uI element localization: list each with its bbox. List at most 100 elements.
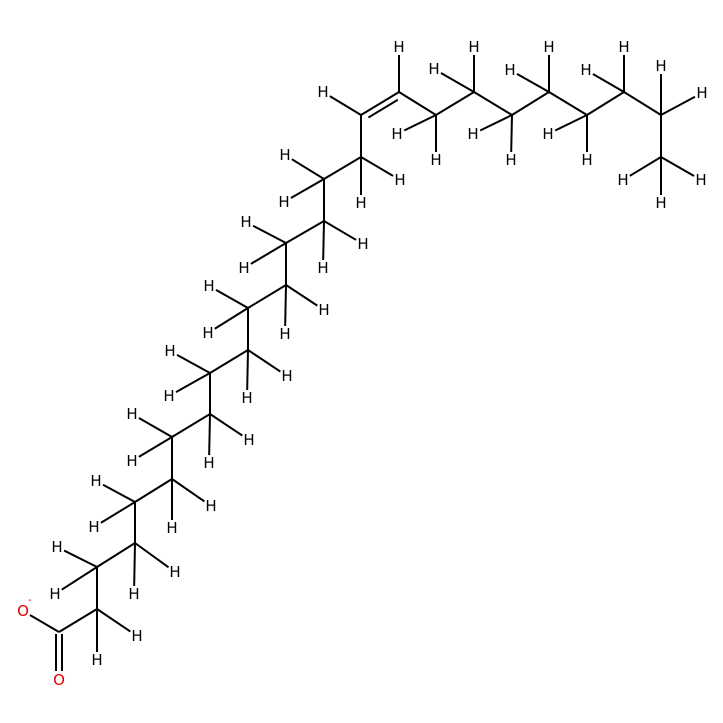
negative-charge-sign: - (28, 595, 32, 606)
ch-bond (209, 413, 243, 437)
ch-bond (102, 483, 136, 503)
ch-bond (322, 220, 325, 261)
ch-bond (250, 242, 287, 265)
hydrogen-atom-label: H (394, 171, 405, 189)
hydrogen-atom-label: H (355, 194, 366, 212)
hydrogen-atom-label: H (580, 61, 591, 79)
ch-bond (138, 436, 173, 458)
ch-bond (592, 73, 625, 93)
hydrogen-atom-label: H (279, 146, 290, 164)
backbone-bond (58, 608, 98, 633)
hydrogen-atom-label: H (126, 405, 137, 423)
hydrogen-atom-label: H (166, 519, 177, 537)
ch-bond (63, 549, 98, 568)
hydrogen-atom-label: H (128, 585, 139, 603)
hydrogen-atom-label: H (655, 194, 666, 212)
ch-bond (403, 114, 437, 132)
ch-bond (510, 114, 513, 153)
hydrogen-atom-label: H (203, 454, 214, 472)
ch-bond (660, 156, 695, 177)
ch-bond (214, 307, 249, 330)
hydrogen-atom-label: H (468, 38, 479, 56)
hydrogen-atom-label: H (695, 171, 706, 189)
ch-bond (629, 156, 662, 177)
ch-bond (247, 349, 281, 373)
hydrogen-atom-label: H (543, 38, 554, 56)
bond-layer (29, 55, 696, 671)
hydrogen-atom-label: H (90, 472, 101, 490)
double-bond-inner-line (367, 98, 399, 119)
ch-bond (208, 413, 211, 456)
hydrogen-atom-label: H (428, 60, 439, 78)
ch-bond (175, 372, 211, 393)
hydrogen-atom-label: H (467, 125, 478, 143)
oxygen-anion-label: O (17, 602, 29, 620)
hydrogen-atom-label: H (696, 84, 707, 102)
backbone-bond (171, 413, 211, 438)
ch-bond (440, 72, 475, 93)
backbone-bond (96, 542, 136, 568)
backbone-bond (323, 156, 362, 180)
ch-bond (176, 353, 211, 374)
ch-bond (100, 501, 136, 524)
ch-bond (479, 114, 513, 132)
carbonyl-oxygen-label: O (53, 671, 65, 689)
hydrogen-atom-label: H (131, 627, 142, 645)
backbone-bond (548, 91, 588, 116)
hydrogen-atom-label: H (542, 125, 553, 143)
ch-bond (323, 220, 357, 241)
hydrogen-atom-label: H (357, 235, 368, 253)
hydrogen-atom-label: H (51, 538, 62, 556)
backbone-bond (435, 91, 475, 116)
hydrogen-atom-label: H (163, 387, 174, 405)
ch-bond (134, 542, 170, 569)
hydrogen-atom-label: H (49, 585, 60, 603)
ch-bond (61, 566, 98, 591)
backbone-bond (360, 91, 400, 116)
backbone-bond (247, 284, 287, 309)
hydrogen-atom-label: H (202, 324, 213, 342)
ch-bond (284, 284, 287, 327)
backbone-bond (398, 91, 437, 116)
ch-bond (96, 608, 131, 633)
hydrogen-atom-label: H (203, 277, 214, 295)
hydrogen-atom-label: H (164, 342, 175, 360)
backbone-bond (623, 91, 662, 116)
ch-bond (329, 95, 362, 116)
ch-bond (360, 156, 394, 177)
ch-bond (138, 417, 173, 438)
backbone-bond (209, 349, 249, 374)
hydrogen-atom-label: H (278, 193, 289, 211)
ch-bond (554, 114, 588, 132)
carboxylate-single-bond (29, 614, 60, 633)
ch-bond (660, 95, 696, 116)
backbone-bond (473, 91, 513, 116)
hydrogen-atom-label: H (126, 452, 137, 470)
hydrogen-atom-label: H (617, 171, 628, 189)
ch-bond (215, 289, 249, 309)
ch-bond (516, 73, 550, 93)
hydrogen-atom-label: H (205, 497, 216, 515)
hydrogen-atom-label: H (243, 431, 254, 449)
backbone-bond (586, 91, 625, 116)
hydrogen-atom-label: H (655, 57, 666, 75)
hydrogen-atom-label: H (618, 38, 629, 56)
atom-label-layer: H H H H H H H H H H H H H H H H H H H H H H H H H H H H H H H H H H H H H H H H… (17, 38, 708, 689)
hydrogen-atom-label: H (318, 301, 329, 319)
hydrogen-atom-label: H (241, 389, 252, 407)
ch-bond (171, 478, 205, 503)
hydrogen-atom-label: H (240, 213, 251, 231)
hydrogen-atom-label: H (393, 38, 404, 56)
hydrogen-atom-label: H (279, 325, 290, 343)
ch-bond (246, 349, 249, 391)
backbone-bond (134, 478, 173, 503)
hydrogen-atom-label: H (581, 151, 592, 169)
hydrogen-atom-label: H (505, 151, 516, 169)
hydrogen-atom-label: H (317, 259, 328, 277)
hydrogen-atom-label: H (91, 651, 102, 669)
hydrogen-atom-label: H (88, 518, 99, 536)
hydrogen-atom-label: H (504, 61, 515, 79)
backbone-bond (285, 220, 325, 244)
backbone-bond (511, 91, 550, 116)
